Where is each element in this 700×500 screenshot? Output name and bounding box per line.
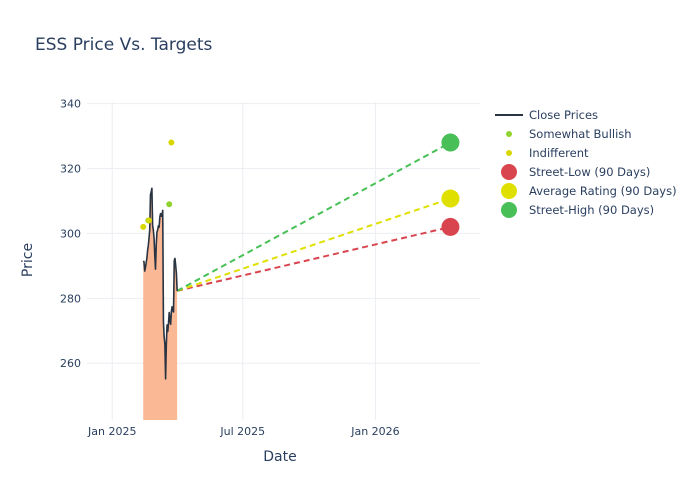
close-price-line — [142, 187, 178, 380]
tick-labels-layer: 260 280 300 320 340 Jan 2025 Jul 2025 Jan 2026 — [60, 98, 400, 438]
y-tick-label: 300 — [60, 227, 81, 240]
legend-item-average-rating[interactable]: Average Rating (90 Days) — [501, 183, 677, 199]
legend-label: Average Rating (90 Days) — [529, 184, 677, 198]
markers-layer — [140, 133, 460, 236]
y-tick-label: 320 — [60, 163, 81, 176]
y-tick-label: 280 — [60, 292, 81, 305]
average-rating-target-marker — [441, 189, 460, 208]
legend-item-somewhat-bullish[interactable]: Somewhat Bullish — [506, 127, 632, 141]
legend-label: Close Prices — [529, 108, 598, 122]
indifferent-point — [146, 217, 153, 224]
street-low-target-line — [176, 225, 451, 292]
legend-swatch — [506, 150, 512, 156]
legend-swatch — [501, 202, 517, 218]
street-low-target-marker — [441, 217, 460, 236]
indifferent-point — [140, 223, 147, 230]
somewhat-bullish-point — [166, 201, 173, 208]
y-axis-title: Price — [20, 243, 36, 277]
street-high-target-marker — [441, 133, 460, 152]
close-line-layer — [142, 187, 178, 380]
legend-item-indifferent[interactable]: Indifferent — [506, 146, 589, 160]
chart-title: ESS Price Vs. Targets — [35, 35, 212, 55]
fill-layer — [143, 188, 178, 420]
indifferent-point — [168, 139, 175, 146]
legend-label: Somewhat Bullish — [529, 127, 632, 141]
legend-swatch — [501, 183, 517, 199]
legend-label: Street-High (90 Days) — [529, 203, 654, 217]
legend[interactable]: Close Prices Somewhat Bullish Indifferent S… — [495, 108, 677, 218]
y-tick-label: 340 — [60, 98, 81, 111]
average-rating-target-line — [176, 197, 451, 292]
legend-item-close-prices[interactable]: Close Prices — [495, 108, 598, 122]
x-tick-label: Jan 2025 — [87, 425, 136, 438]
target-lines-layer — [176, 141, 451, 292]
x-tick-label: Jan 2026 — [350, 425, 399, 438]
street-high-target-line — [176, 141, 451, 292]
legend-label: Indifferent — [529, 146, 589, 160]
legend-label: Street-Low (90 Days) — [529, 165, 650, 179]
legend-item-street-high[interactable]: Street-High (90 Days) — [501, 202, 654, 218]
legend-swatch — [506, 131, 512, 137]
x-tick-label: Jul 2025 — [219, 425, 265, 438]
close-price-area — [143, 188, 178, 420]
legend-item-street-low[interactable]: Street-Low (90 Days) — [501, 164, 650, 180]
y-tick-label: 260 — [60, 357, 81, 370]
x-axis-title: Date — [263, 449, 296, 465]
legend-swatch — [501, 164, 517, 180]
